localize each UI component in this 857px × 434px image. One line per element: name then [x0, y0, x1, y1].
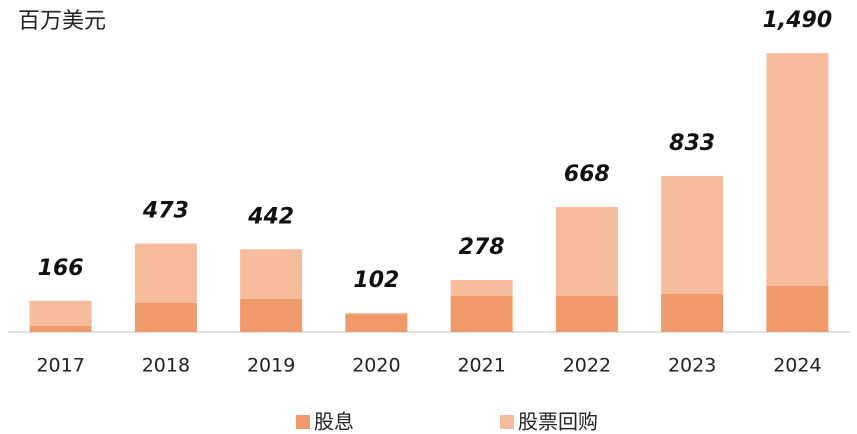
bar-segment — [134, 243, 197, 303]
x-tick-label: 2021 — [457, 355, 505, 377]
legend-label: 股息 — [314, 410, 354, 434]
total-label: 442 — [247, 204, 294, 229]
legend-swatch — [500, 415, 514, 429]
total-label: 1,490 — [763, 8, 833, 33]
bar-segment — [240, 298, 303, 332]
bar-segment — [29, 300, 92, 327]
bar-segment — [29, 326, 92, 332]
bar-segment — [450, 279, 513, 296]
x-tick-label: 2017 — [36, 355, 84, 377]
total-label: 473 — [142, 198, 189, 223]
bar-segment — [555, 295, 618, 332]
bar-segment — [450, 295, 513, 332]
x-tick-label: 2024 — [773, 355, 821, 377]
bar-segment — [134, 302, 197, 332]
total-label: 668 — [564, 162, 610, 187]
total-label: 166 — [38, 256, 84, 281]
x-tick-label: 2019 — [247, 355, 295, 377]
bar-segment — [240, 249, 303, 299]
legend-label: 股票回购 — [518, 410, 598, 434]
total-label: 278 — [459, 235, 505, 260]
bar-segment — [555, 206, 618, 296]
x-tick-label: 2023 — [668, 355, 716, 377]
bar-segment — [766, 53, 829, 286]
bar-segment — [345, 314, 408, 332]
total-label: 833 — [669, 131, 715, 156]
x-tick-label: 2018 — [142, 355, 190, 377]
bar-segment — [661, 294, 724, 332]
total-label: 102 — [353, 268, 399, 293]
x-tick-label: 2020 — [352, 355, 400, 377]
bar-segment — [661, 176, 724, 295]
bar-segment — [766, 285, 829, 332]
chart-title: 百万美元 — [18, 9, 106, 34]
x-tick-label: 2022 — [563, 355, 611, 377]
legend-swatch — [296, 415, 310, 429]
bar-segment — [345, 312, 408, 315]
